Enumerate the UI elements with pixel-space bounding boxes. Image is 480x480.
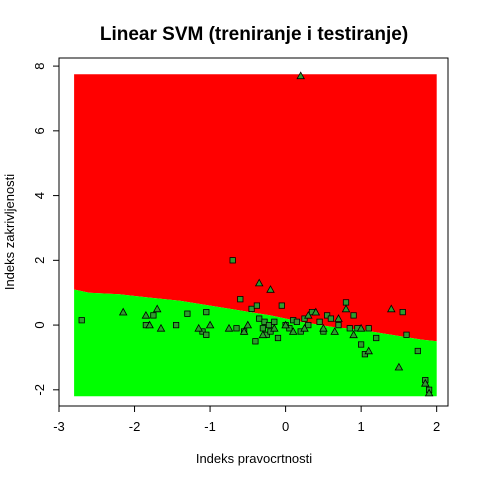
point-triangle [356,323,366,332]
point-triangle [334,314,343,322]
point-triangle [319,323,328,332]
point-triangle [288,327,298,335]
point-square [278,302,285,309]
point-triangle [330,327,339,335]
y-tick-label: 2 [32,257,47,264]
x-tick-label: -1 [204,419,216,434]
point-square [237,296,244,303]
point-square [293,318,301,325]
point-triangle [394,362,404,371]
point-triangle [341,304,351,313]
x-tick-label: -2 [129,419,141,434]
point-square [265,321,273,329]
y-tick-label: 8 [32,62,47,69]
region-upper [74,74,437,342]
point-triangle [205,320,215,329]
data-points [78,71,434,397]
point-square [203,308,210,316]
point-triangle [194,323,203,332]
point-triangle [424,388,434,397]
x-tick-label: 2 [433,419,440,434]
point-square [261,318,268,325]
point-square [342,299,350,306]
point-triangle [156,323,166,332]
point-triangle [281,320,290,329]
point-square [252,338,259,345]
point-square [316,318,323,325]
point-triangle [141,310,151,319]
point-square [305,321,312,329]
point-square [184,310,191,317]
point-triangle [224,323,234,332]
point-square [361,351,369,358]
point-square [259,325,267,332]
point-triangle [387,304,396,313]
point-triangle [349,330,358,339]
x-tick-label: 0 [282,419,289,434]
point-square [403,331,410,338]
point-square [327,315,335,322]
point-square [256,315,263,322]
point-triangle [311,307,321,316]
point-square [414,347,421,355]
point-triangle [300,323,309,332]
chart-title: Linear SVM (treniranje i testiranje) [100,24,408,45]
point-triangle [270,323,279,332]
y-tick-label: 0 [32,321,47,328]
point-square [286,325,293,332]
point-square [172,321,180,329]
point-square [150,312,157,319]
decision-regions [74,74,437,397]
point-triangle [118,307,128,316]
point-square [248,305,255,313]
point-triangle [421,378,430,387]
point-triangle [364,346,373,355]
point-square [399,308,406,316]
point-square [274,334,282,342]
point-square [229,257,236,264]
point-square [233,325,240,332]
point-triangle [266,285,275,293]
point-square [253,302,260,309]
point-triangle [152,304,162,313]
point-triangle [296,71,305,80]
point-triangle [258,330,268,339]
point-square [203,331,210,338]
y-tick-label: 6 [32,127,47,134]
point-triangle [243,320,253,329]
x-tick-label: -3 [53,419,65,434]
point-square [335,321,342,329]
x-tick-label: 1 [358,419,365,434]
point-triangle [239,327,249,335]
point-triangle [145,320,154,329]
y-axis: -2 0 2 4 6 8 [32,62,60,396]
point-square [365,325,372,332]
point-square [346,325,353,332]
y-axis-label: Indeks zakrivljenosti [2,174,17,290]
y-tick-label: -2 [32,384,47,396]
point-triangle [254,278,264,287]
point-square [357,341,365,348]
point-square [350,312,357,319]
y-tick-label: 4 [32,192,47,199]
point-square [271,318,278,325]
point-square [373,334,380,342]
x-axis-label: Indeks pravocrtnosti [196,451,312,466]
point-square [78,317,85,324]
point-square [323,312,331,319]
point-triangle [304,310,313,319]
x-axis: -3 -2 -1 0 1 2 [53,405,440,434]
